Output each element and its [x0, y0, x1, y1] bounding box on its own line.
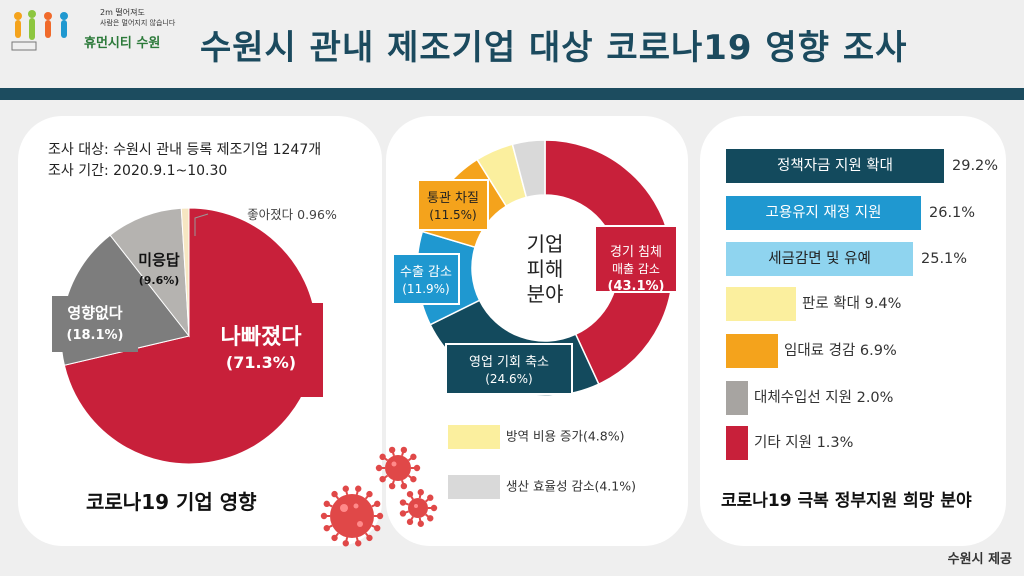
people-logo-icon	[11, 10, 68, 51]
legend-production-efficiency: 생산 효율성 감소(4.1%)	[448, 475, 636, 499]
title-divider-bar	[0, 88, 1024, 100]
survey-info: 조사 대상: 수원시 관내 등록 제조기업 1247개 조사 기간: 2020.…	[48, 140, 321, 182]
bar-category-value-label: 대체수입선 지원 2.0%	[754, 390, 894, 406]
support-chart-caption: 코로나19 극복 정부지원 희망 분야	[721, 491, 972, 511]
survey-target: 조사 대상: 수원시 관내 등록 제조기업 1247개	[48, 142, 322, 158]
bar	[726, 381, 748, 415]
bar-value-label: 29.2%	[952, 158, 999, 174]
virus-icon	[320, 446, 438, 547]
bar	[726, 287, 796, 321]
bar	[726, 334, 778, 368]
logo-slogan-line1: 2m 떨어져도	[100, 8, 145, 17]
legend-label: 생산 효율성 감소(4.1%)	[506, 478, 636, 494]
legend-quarantine-cost: 방역 비용 증가(4.8%)	[448, 425, 624, 449]
logo-city-name: 휴먼시티 수원	[84, 36, 161, 51]
bar-value-label: 25.1%	[921, 251, 968, 267]
bar	[726, 242, 913, 276]
bar	[726, 149, 944, 183]
bar-category-value-label: 기타 지원 1.3%	[754, 435, 854, 451]
bar	[726, 196, 921, 230]
legend-label: 방역 비용 증가(4.8%)	[506, 428, 625, 444]
bar-value-label: 26.1%	[929, 205, 976, 221]
bar	[726, 426, 748, 460]
header: 2m 떨어져도 사람은 멀어지지 않습니다 휴먼시티 수원 수원시 관내 제조기…	[0, 0, 1024, 88]
survey-period: 조사 기간: 2020.9.1~10.30	[48, 163, 228, 179]
bar-category-value-label: 판로 확대 9.4%	[802, 296, 902, 312]
page-title: 수원시 관내 제조기업 대상 코로나19 영향 조사	[200, 28, 908, 68]
source-credit: 수원시 제공	[947, 552, 1012, 567]
logo-slogan-line2: 사람은 멀어지지 않습니다	[100, 19, 176, 27]
legend-swatch	[448, 475, 500, 499]
impact-chart-caption: 코로나19 기업 영향	[86, 490, 257, 514]
bar-category-label: 정책자금 지원 확대	[777, 158, 893, 174]
city-logo: 2m 떨어져도 사람은 멀어지지 않습니다 휴먼시티 수원	[8, 6, 178, 54]
legend-swatch	[448, 425, 500, 449]
bar-category-value-label: 임대료 경감 6.9%	[784, 343, 897, 359]
bar-category-label: 세금감면 및 유예	[768, 251, 871, 267]
bar-category-label: 고용유지 재정 지원	[765, 205, 882, 221]
support-demand-panel	[700, 116, 1006, 546]
